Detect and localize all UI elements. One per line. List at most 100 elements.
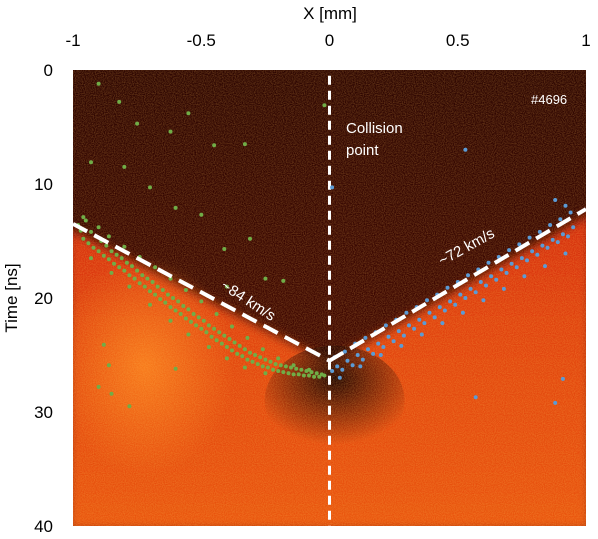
data-point [206,323,211,328]
data-point [553,198,558,202]
data-point [391,339,396,344]
collision-label-line1: Collision [346,120,403,137]
data-point [519,256,524,261]
data-point [563,251,568,256]
data-point [199,326,204,331]
data-point [276,356,281,361]
data-point [153,292,158,297]
y-tick-label: 0 [44,61,53,80]
data-point [442,308,447,313]
data-point [109,270,114,275]
data-point [130,264,134,269]
data-point [299,367,304,372]
data-point [212,143,217,148]
data-point [473,395,478,400]
data-point [360,357,365,362]
data-point [301,373,306,378]
data-point [489,274,494,279]
data-point [550,237,555,242]
data-point [245,357,250,362]
data-point [199,299,204,304]
y-tick-label: 10 [34,175,53,194]
data-point [283,364,288,369]
data-point [245,335,250,340]
data-point [484,283,488,288]
data-point [514,265,519,270]
data-point [183,288,188,292]
data-point [81,236,86,241]
data-point [386,334,391,339]
data-point [173,205,178,210]
data-point [499,267,504,272]
data-point [401,333,406,338]
data-point [535,252,540,257]
data-point [214,312,219,316]
data-point [432,315,437,320]
data-point [222,333,227,338]
data-point [276,369,281,373]
data-point [425,298,429,303]
data-point [268,359,273,364]
data-point [117,265,122,270]
data-point [337,375,342,380]
data-point [307,367,311,372]
data-point [440,321,445,326]
data-point [96,384,101,389]
data-point [201,318,206,323]
y-tick-label: 30 [34,403,53,422]
data-point [501,286,506,291]
data-point [237,343,242,348]
data-point [560,376,565,381]
data-point [407,323,411,328]
data-point [230,348,234,353]
plot-background [73,70,586,526]
data-point [568,210,573,215]
data-point [148,302,152,307]
x-tick-label: -1 [65,31,80,50]
data-point [314,371,319,376]
data-point [214,338,219,343]
data-point [224,345,229,349]
data-point [186,111,191,116]
data-point [422,321,427,326]
data-point [486,260,491,265]
data-point [543,264,547,269]
data-point [127,404,132,409]
data-point [165,292,170,297]
data-point [145,276,150,281]
data-point [494,277,499,282]
data-point [399,343,404,348]
data-point [140,273,145,278]
data-point [91,245,96,250]
data-point [127,273,132,278]
data-point [265,365,270,370]
data-point [517,242,522,247]
data-point [527,235,532,240]
data-point [258,355,263,360]
x-tick-labels: -1 -0.5 0 0.5 1 [65,31,590,50]
data-point [135,121,140,126]
data-point [322,373,327,378]
data-point [232,340,237,345]
data-point [427,310,432,315]
data-point [106,257,111,262]
data-point [153,265,158,270]
data-point [378,353,383,357]
data-point [168,129,173,134]
data-point [155,284,160,289]
data-point [340,367,345,372]
data-point [417,317,422,322]
data-point [196,315,201,320]
data-point [281,370,286,375]
data-point [448,299,453,304]
data-point [335,364,340,369]
data-point [560,232,565,237]
data-point [253,353,258,357]
data-point [122,244,127,249]
data-point [163,300,168,305]
data-point [478,280,483,284]
data-point [124,260,129,265]
x-axis-label: X [mm] [303,4,357,23]
y-tick-label: 20 [34,289,53,308]
data-point [358,364,363,369]
